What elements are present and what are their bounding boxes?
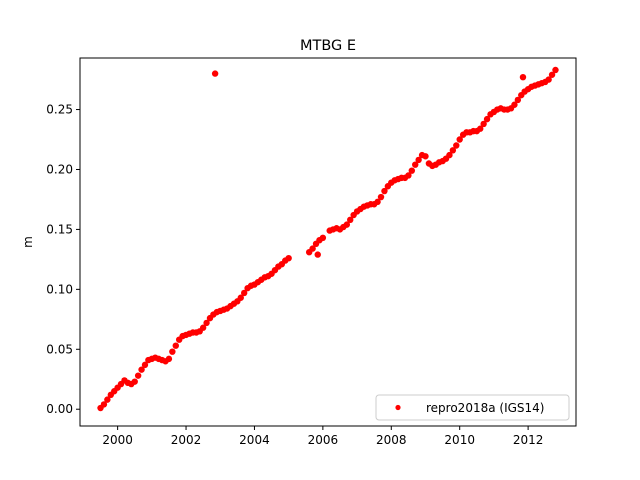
y-tick-label: 0.20 — [46, 162, 73, 176]
data-point — [381, 187, 388, 195]
y-axis-label: m — [21, 236, 35, 248]
x-tick-label: 2010 — [444, 433, 475, 447]
data-point — [405, 172, 412, 179]
y-tick-label: 0.25 — [46, 103, 73, 117]
x-tick-label: 2012 — [513, 433, 544, 447]
legend-marker — [395, 404, 401, 411]
data-point — [314, 251, 321, 258]
data-point — [456, 136, 463, 143]
data-points — [97, 66, 559, 412]
data-point — [309, 245, 316, 252]
data-point — [211, 70, 219, 77]
y-tick-label: 0.05 — [46, 342, 73, 356]
data-point — [514, 96, 522, 104]
y-tick-label: 0.10 — [46, 282, 73, 296]
data-point — [408, 167, 416, 174]
data-point — [374, 198, 381, 206]
data-point — [203, 319, 210, 327]
data-point — [422, 153, 429, 160]
x-tick-label: 2006 — [308, 433, 339, 447]
data-point — [169, 348, 176, 355]
data-point — [446, 151, 453, 159]
data-point — [343, 221, 351, 228]
data-point — [131, 378, 138, 385]
data-point — [483, 115, 491, 123]
x-tick-label: 2000 — [102, 433, 133, 447]
data-point — [545, 76, 552, 83]
legend-box — [375, 394, 570, 421]
data-point — [552, 66, 559, 74]
data-point — [240, 289, 248, 297]
data-point — [480, 120, 487, 128]
data-point — [377, 193, 385, 201]
data-point — [519, 73, 527, 81]
x-tick-label: 2004 — [239, 433, 270, 447]
data-point — [165, 355, 173, 363]
data-point — [412, 161, 419, 168]
data-point — [100, 401, 108, 408]
data-point — [511, 101, 518, 108]
data-point — [237, 294, 244, 301]
y-tick-label: 0.00 — [46, 402, 73, 416]
data-point — [477, 125, 484, 132]
data-point — [134, 372, 142, 379]
y-tick-label: 0.15 — [46, 222, 73, 236]
axis-ticks: 2000 2002 2004 2006 2008 2010 2012 0.00 0.05 0.10… — [46, 103, 543, 447]
legend-label: repro2018a (IGS14) — [426, 401, 544, 415]
chart-title: MTBG E — [300, 38, 356, 54]
data-point — [319, 234, 327, 241]
x-tick-label: 2002 — [171, 433, 202, 447]
data-point — [453, 142, 460, 149]
data-point — [141, 361, 149, 369]
data-point — [347, 216, 354, 224]
data-point — [138, 366, 145, 373]
legend: repro2018a (IGS14) — [375, 394, 570, 421]
data-point — [415, 156, 422, 164]
plot-frame — [79, 57, 577, 427]
data-point — [285, 254, 292, 262]
x-tick-label: 2008 — [376, 433, 407, 447]
data-point — [199, 324, 207, 331]
data-point — [449, 147, 457, 154]
data-point — [172, 342, 179, 349]
data-point — [548, 71, 556, 78]
data-point — [104, 396, 111, 403]
